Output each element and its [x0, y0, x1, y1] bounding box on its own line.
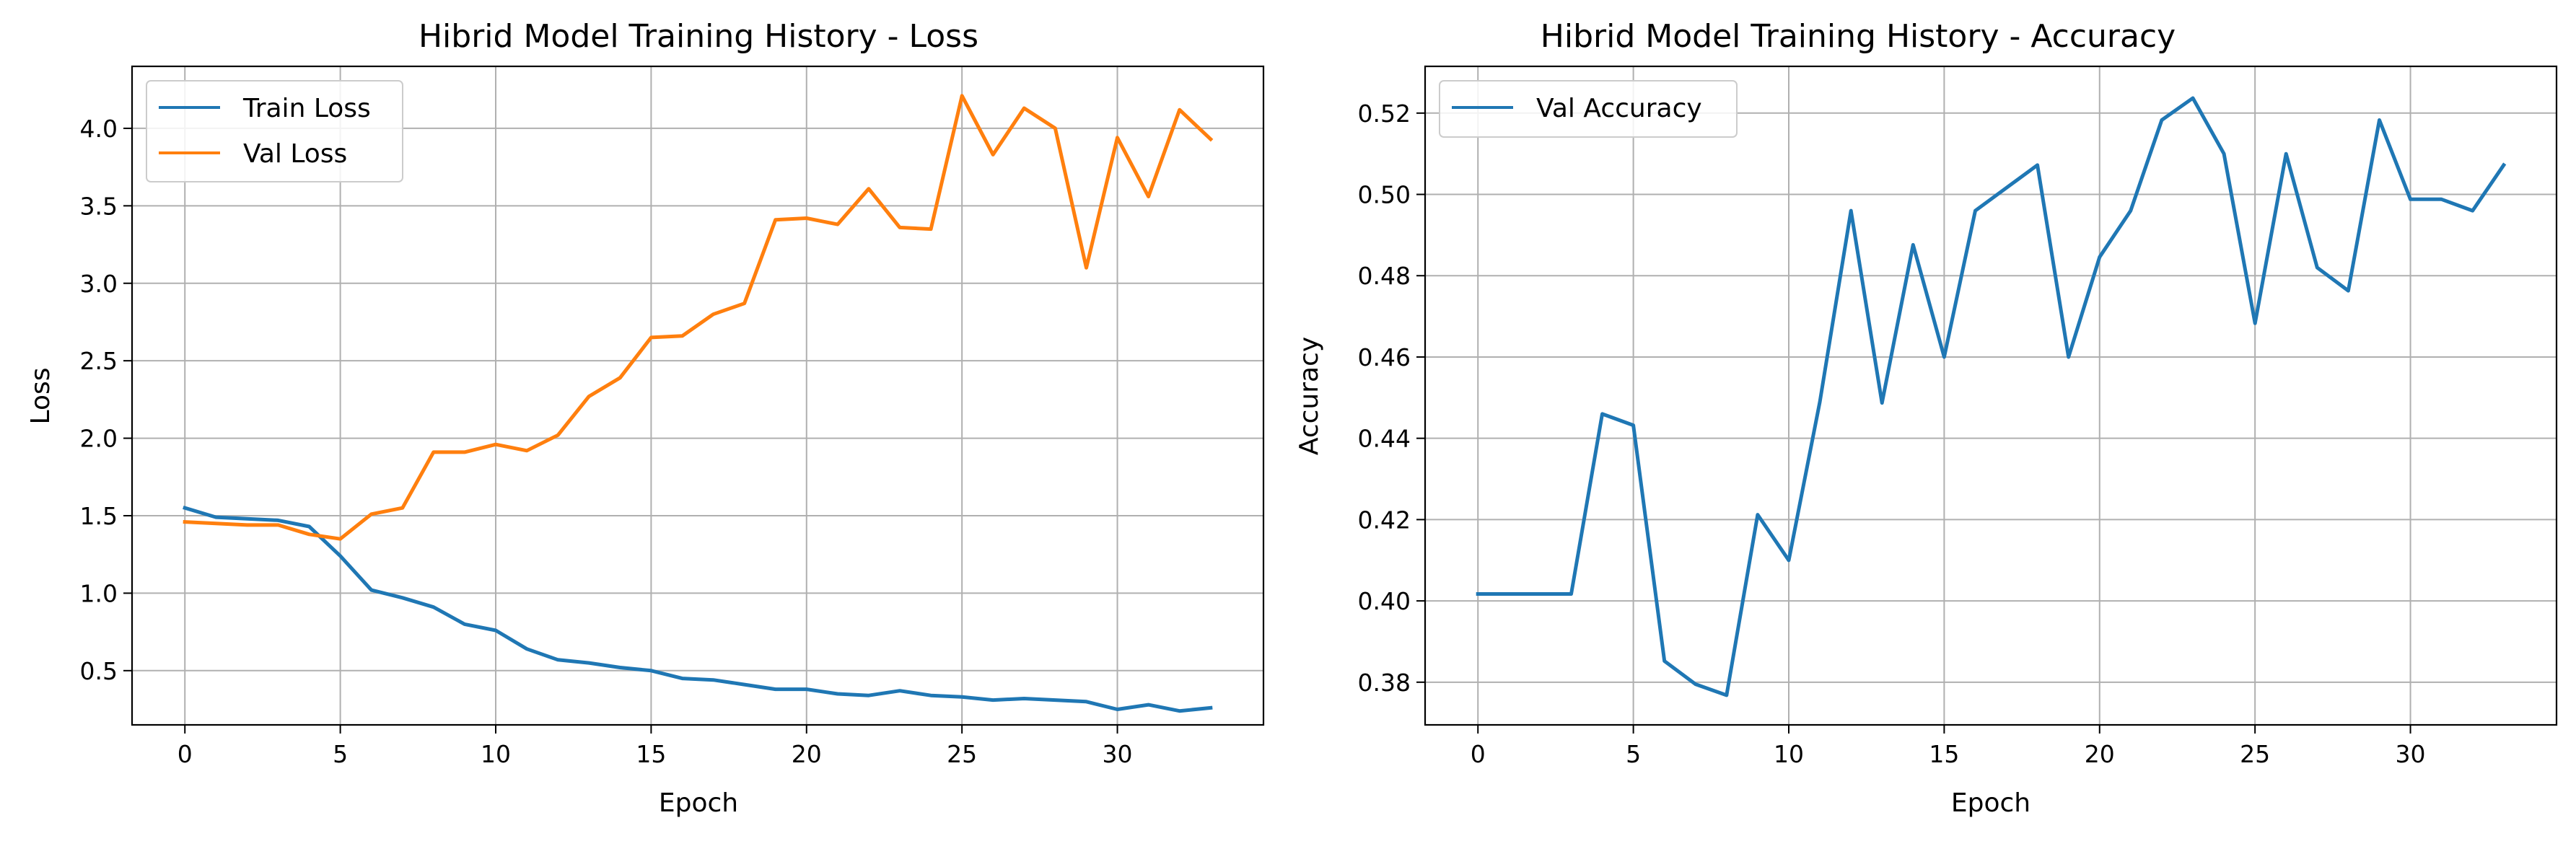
loss-legend: Train Loss Val Loss: [146, 80, 403, 182]
accuracy-y-tick-label: 0.40: [1358, 587, 1411, 615]
loss-y-tick-label: 4.0: [80, 115, 118, 143]
loss-x-ticks: 0 5 10 15 20 25 30: [178, 725, 1133, 768]
loss-y-tick-label: 3.0: [80, 270, 118, 298]
accuracy-y-tick-label: 0.38: [1358, 669, 1411, 697]
loss-y-tick-label: 3.5: [80, 192, 118, 220]
loss-y-tick-label: 2.0: [80, 425, 118, 453]
loss-legend-label-train: Train Loss: [242, 94, 371, 123]
accuracy-y-axis-label: Accuracy: [1294, 337, 1324, 455]
accuracy-series-line-0: [1476, 96, 2507, 697]
accuracy-axes-frame: [1424, 65, 2558, 726]
accuracy-x-ticks: 0 5 10 15 20 25 30: [1471, 725, 2426, 768]
accuracy-x-axis-label: Epoch: [1951, 788, 2030, 818]
accuracy-x-tick-label: 25: [2240, 740, 2270, 768]
accuracy-legend-label: Val Accuracy: [1536, 94, 1702, 123]
accuracy-x-tick-label: 5: [1626, 740, 1641, 768]
loss-y-ticks: 0.5 1.0 1.5 2.0 2.5 3.0 3.5 4.0: [80, 115, 132, 685]
loss-series: [183, 94, 1214, 713]
loss-x-tick-label: 15: [636, 740, 666, 768]
loss-y-tick-label: 2.5: [80, 347, 118, 375]
loss-legend-label-val: Val Loss: [243, 139, 347, 169]
loss-x-tick-label: 20: [792, 740, 822, 768]
loss-x-axis-label: Epoch: [659, 788, 738, 818]
loss-x-tick-label: 5: [333, 740, 348, 768]
loss-x-tick-label: 30: [1103, 740, 1133, 768]
loss-x-tick-label: 25: [947, 740, 977, 768]
accuracy-series: [1476, 96, 2507, 697]
loss-y-tick-label: 1.5: [80, 502, 118, 530]
loss-chart-title: Hibrid Model Training History - Loss: [419, 18, 978, 55]
loss-y-tick-label: 0.5: [80, 657, 118, 685]
loss-chart: Hibrid Model Training History - Loss 0 5 1…: [26, 18, 1265, 818]
accuracy-x-tick-label: 15: [1929, 740, 1959, 768]
accuracy-y-tick-label: 0.50: [1358, 181, 1411, 209]
loss-series-line-1: [183, 94, 1214, 541]
loss-series-line-0: [183, 506, 1213, 713]
loss-axes-frame: [131, 65, 1265, 726]
accuracy-y-tick-label: 0.46: [1358, 343, 1411, 371]
accuracy-y-tick-label: 0.52: [1358, 100, 1411, 128]
accuracy-legend: Val Accuracy: [1439, 80, 1738, 138]
accuracy-x-tick-label: 0: [1471, 740, 1486, 768]
accuracy-chart-title: Hibrid Model Training History - Accuracy: [1541, 18, 2176, 55]
accuracy-y-tick-label: 0.48: [1358, 262, 1411, 290]
loss-x-tick-label: 10: [481, 740, 511, 768]
accuracy-x-tick-label: 30: [2396, 740, 2426, 768]
accuracy-chart: Hibrid Model Training History - Accuracy…: [1294, 18, 2558, 818]
accuracy-y-tick-label: 0.42: [1358, 506, 1411, 534]
loss-y-axis-label: Loss: [26, 368, 56, 425]
accuracy-y-ticks: 0.38 0.40 0.42 0.44 0.46 0.48 0.50 0.52: [1358, 100, 1425, 697]
loss-y-tick-label: 1.0: [80, 579, 118, 607]
loss-x-tick-label: 0: [178, 740, 193, 768]
accuracy-y-tick-label: 0.44: [1358, 425, 1411, 453]
accuracy-legend-box: [1439, 80, 1738, 138]
accuracy-x-tick-label: 10: [1774, 740, 1804, 768]
accuracy-x-tick-label: 20: [2085, 740, 2115, 768]
